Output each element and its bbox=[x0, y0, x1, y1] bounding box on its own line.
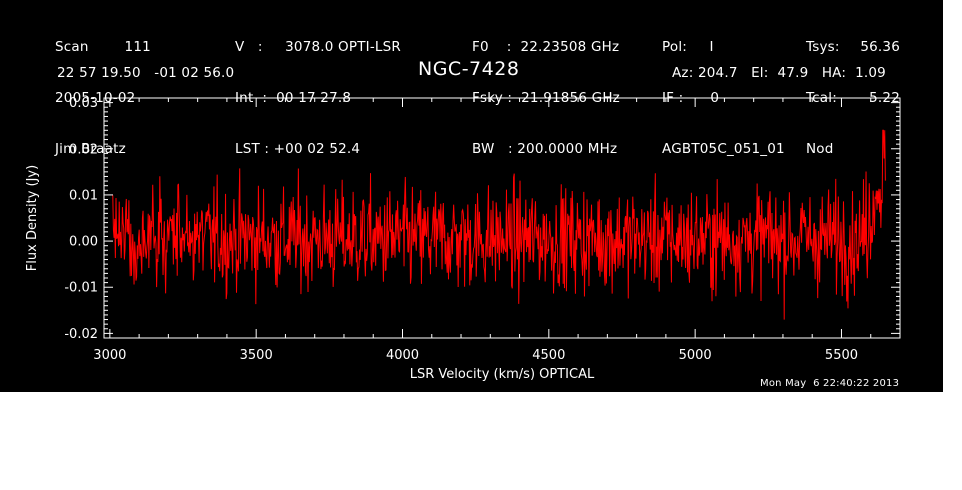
timestamp-label: Mon May 6 22:40:22 2013 bbox=[760, 378, 900, 389]
spectrum-chart: 3000 3500 4000 4500 5000 5500 -0.02 -0.01 0.00 0.… bbox=[25, 96, 901, 382]
y-tick-label: 0.01 bbox=[69, 188, 98, 203]
spectrum-trace bbox=[112, 129, 886, 320]
y-axis-label: Flux Density (Jy) bbox=[25, 165, 40, 271]
pol-label: Pol: I bbox=[662, 39, 714, 55]
coords-label: 22 57 19.50 -01 02 56.0 bbox=[57, 65, 235, 81]
observer-label: Jim Braatz bbox=[55, 141, 126, 157]
header-col3: F0 : 22.23508 GHz Fsky : 21.91856 GHz BW… bbox=[472, 5, 620, 192]
x-tick-label: 4500 bbox=[532, 348, 565, 363]
y-tick-label: 0.02 bbox=[69, 142, 98, 157]
scan-label: Scan 111 bbox=[55, 39, 151, 55]
project-label: AGBT05C_051_01 bbox=[662, 141, 785, 157]
header-col1: Scan 111 2005-10-02 Jim Braatz bbox=[55, 5, 151, 192]
y-tick-label: 0.03 bbox=[69, 96, 98, 111]
tsys-label: Tsys: bbox=[806, 39, 840, 55]
y-tick-label: -0.01 bbox=[64, 281, 98, 296]
y-tick-label: 0.00 bbox=[69, 235, 98, 250]
y-tick-label: -0.02 bbox=[64, 327, 98, 342]
velocity-label: V : 3078.0 OPTI-LSR bbox=[235, 39, 401, 55]
date-label: 2005-10-02 bbox=[55, 90, 136, 106]
x-tick-label: 5500 bbox=[825, 348, 858, 363]
x-tick-label: 3500 bbox=[240, 348, 273, 363]
x-tick-label: 4000 bbox=[386, 348, 419, 363]
plot-window: Scan 111 2005-10-02 Jim Braatz V : 3078.… bbox=[0, 0, 943, 392]
header-col5: Tsys: Tcal: Nod bbox=[806, 5, 840, 192]
tsys-value: 56.36 bbox=[860, 39, 900, 55]
nod-label: Nod bbox=[806, 141, 834, 157]
bandwidth-label: BW : 200.0000 MHz bbox=[472, 141, 618, 157]
x-tick-label: 5000 bbox=[679, 348, 712, 363]
lst-label: LST : +00 02 52.4 bbox=[235, 141, 361, 157]
ticks-layer: 3000 3500 4000 4500 5000 5500 -0.02 -0.01 0.00 0.… bbox=[64, 96, 901, 363]
x-tick-label: 3000 bbox=[93, 348, 126, 363]
x-axis-label: LSR Velocity (km/s) OPTICAL bbox=[410, 367, 595, 382]
f0-label: F0 : 22.23508 GHz bbox=[472, 39, 620, 55]
spectrum-trace-layer bbox=[112, 129, 886, 320]
source-name: NGC-7428 bbox=[418, 58, 520, 80]
pointing-label: Az: 204.7 El: 47.9 HA: 1.09 bbox=[672, 65, 886, 81]
